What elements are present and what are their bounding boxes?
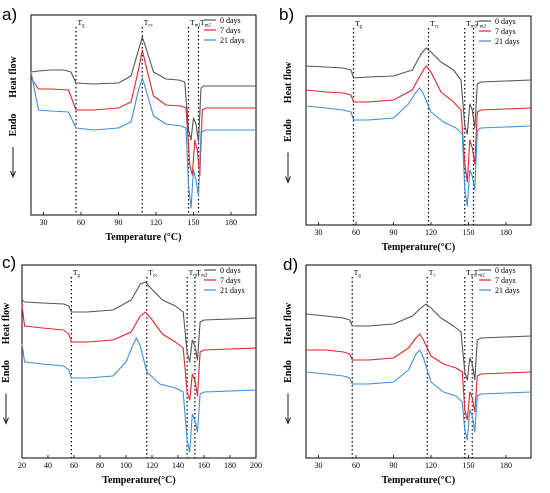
x-tick-label: 60 bbox=[352, 228, 360, 237]
x-axis-title: Temperature(°C) bbox=[382, 475, 455, 486]
plot-frame bbox=[305, 15, 532, 226]
x-tick-label: 120 bbox=[150, 218, 162, 227]
transition-label: Tcc bbox=[144, 18, 154, 29]
transition-label: Tm1 bbox=[190, 18, 201, 29]
x-tick-label: 90 bbox=[115, 218, 123, 227]
legend-label: 7 days bbox=[495, 276, 516, 285]
series-line-7-days bbox=[30, 49, 256, 177]
x-tick-label: 180 bbox=[500, 228, 512, 237]
x-tick-label: 90 bbox=[390, 461, 398, 470]
series-line-0-days bbox=[305, 47, 532, 135]
series-line-0-days bbox=[30, 36, 256, 143]
transition-label: Tcc bbox=[148, 268, 158, 279]
x-tick-label: 200 bbox=[250, 461, 262, 470]
x-tick-label: 140 bbox=[172, 461, 184, 470]
endo-arrow-head bbox=[3, 417, 9, 425]
x-tick-label: 60 bbox=[70, 461, 78, 470]
x-tick-label: 30 bbox=[315, 228, 323, 237]
x-tick-label: 180 bbox=[225, 218, 237, 227]
series-line-7-days bbox=[306, 333, 532, 421]
x-tick-label: 180 bbox=[500, 461, 512, 470]
chart-panel-c: c) 20 40 60 80 100 120 140 160 180 200 Temperature(… bbox=[1, 253, 262, 486]
transition-label: Tm1 bbox=[466, 268, 477, 279]
plot-frame bbox=[21, 264, 257, 459]
y-axis-title: Heat flow bbox=[283, 302, 294, 344]
legend-label: 0 days bbox=[495, 266, 516, 275]
series-line-21-days bbox=[305, 349, 532, 441]
transition-label: Tm2 bbox=[474, 268, 485, 279]
endo-arrow-head bbox=[285, 417, 291, 425]
endo-label: Endo bbox=[283, 360, 294, 383]
legend-label: 7 days bbox=[220, 26, 241, 35]
transition-label: Tm2 bbox=[475, 19, 486, 30]
endo-arrow-head bbox=[285, 176, 291, 184]
x-tick-label: 180 bbox=[224, 461, 236, 470]
x-axis-title: Temperature (°C) bbox=[106, 232, 182, 243]
y-axis-title: Heat flow bbox=[283, 61, 294, 103]
transition-label: Tm2 bbox=[196, 268, 207, 279]
series-line-21-days bbox=[30, 71, 256, 209]
y-axis-title: Heat flow bbox=[1, 302, 12, 344]
series-line-21-days bbox=[305, 87, 532, 207]
transition-label: Tg bbox=[78, 18, 86, 29]
legend-label: 0 days bbox=[220, 266, 241, 275]
x-tick-label: 40 bbox=[44, 461, 52, 470]
series-line-0-days bbox=[21, 281, 257, 363]
x-tick-label: 150 bbox=[188, 218, 200, 227]
endo-label: Endo bbox=[1, 360, 12, 383]
legend-label: 0 days bbox=[495, 17, 516, 26]
x-tick-label: 150 bbox=[463, 228, 475, 237]
x-tick-label: 90 bbox=[390, 228, 398, 237]
x-tick-label: 20 bbox=[18, 461, 26, 470]
chart-panel-d: d) 30 60 90 120 150 180 Temperature(°C) Heat flo… bbox=[283, 255, 532, 486]
x-tick-label: 120 bbox=[425, 461, 437, 470]
transition-label: Tg bbox=[73, 268, 81, 279]
chart-panel-b: b) 30 60 90 120 150 180 Temperature(°C) Heat flo… bbox=[279, 5, 532, 253]
x-tick-label: 30 bbox=[315, 461, 323, 470]
x-tick-label: 60 bbox=[352, 461, 360, 470]
plot-frame bbox=[305, 264, 532, 459]
x-axis-title: Temperature(°C) bbox=[102, 475, 175, 486]
panel-label: a) bbox=[2, 5, 17, 24]
legend-label: 21 days bbox=[495, 286, 520, 295]
transition-label: Tc bbox=[429, 268, 437, 279]
x-tick-label: 60 bbox=[77, 218, 85, 227]
series-line-7-days bbox=[21, 305, 257, 401]
transition-label: Tg bbox=[354, 268, 362, 279]
x-tick-label: 120 bbox=[425, 228, 437, 237]
legend-label: 21 days bbox=[495, 37, 520, 46]
panel-label: d) bbox=[283, 255, 298, 274]
series-line-0-days bbox=[305, 303, 532, 381]
x-tick-label: 150 bbox=[463, 461, 475, 470]
series-line-7-days bbox=[305, 65, 532, 183]
x-tick-label: 160 bbox=[198, 461, 210, 470]
endo-arrow-head bbox=[10, 170, 16, 179]
x-tick-label: 80 bbox=[96, 461, 104, 470]
transition-label: Tm2 bbox=[200, 18, 211, 29]
panel-label: c) bbox=[2, 253, 16, 272]
x-axis-title: Temperature(°C) bbox=[382, 242, 455, 253]
legend-label: 7 days bbox=[220, 276, 241, 285]
transition-label: Tm1 bbox=[189, 268, 200, 279]
plot-frame bbox=[30, 14, 257, 216]
x-tick-label: 30 bbox=[40, 218, 48, 227]
transition-label: Tm1 bbox=[466, 19, 477, 30]
legend-label: 21 days bbox=[220, 36, 245, 45]
endo-label: Endo bbox=[8, 114, 19, 137]
x-tick-label: 120 bbox=[146, 461, 158, 470]
legend-label: 0 days bbox=[220, 16, 241, 25]
x-tick-label: 100 bbox=[120, 461, 132, 470]
chart-panel-a: a) 30 60 90 120 150 180 Temperature (°C) Heat fl… bbox=[2, 5, 257, 243]
endo-label: Endo bbox=[283, 119, 294, 142]
transition-label: Tg bbox=[355, 19, 363, 30]
transition-label: Tcc bbox=[430, 19, 440, 30]
panel-label: b) bbox=[279, 5, 294, 24]
y-axis-title: Heat flow bbox=[8, 56, 19, 98]
series-line-21-days bbox=[21, 337, 257, 453]
legend-label: 21 days bbox=[220, 286, 245, 295]
legend-label: 7 days bbox=[495, 27, 516, 36]
